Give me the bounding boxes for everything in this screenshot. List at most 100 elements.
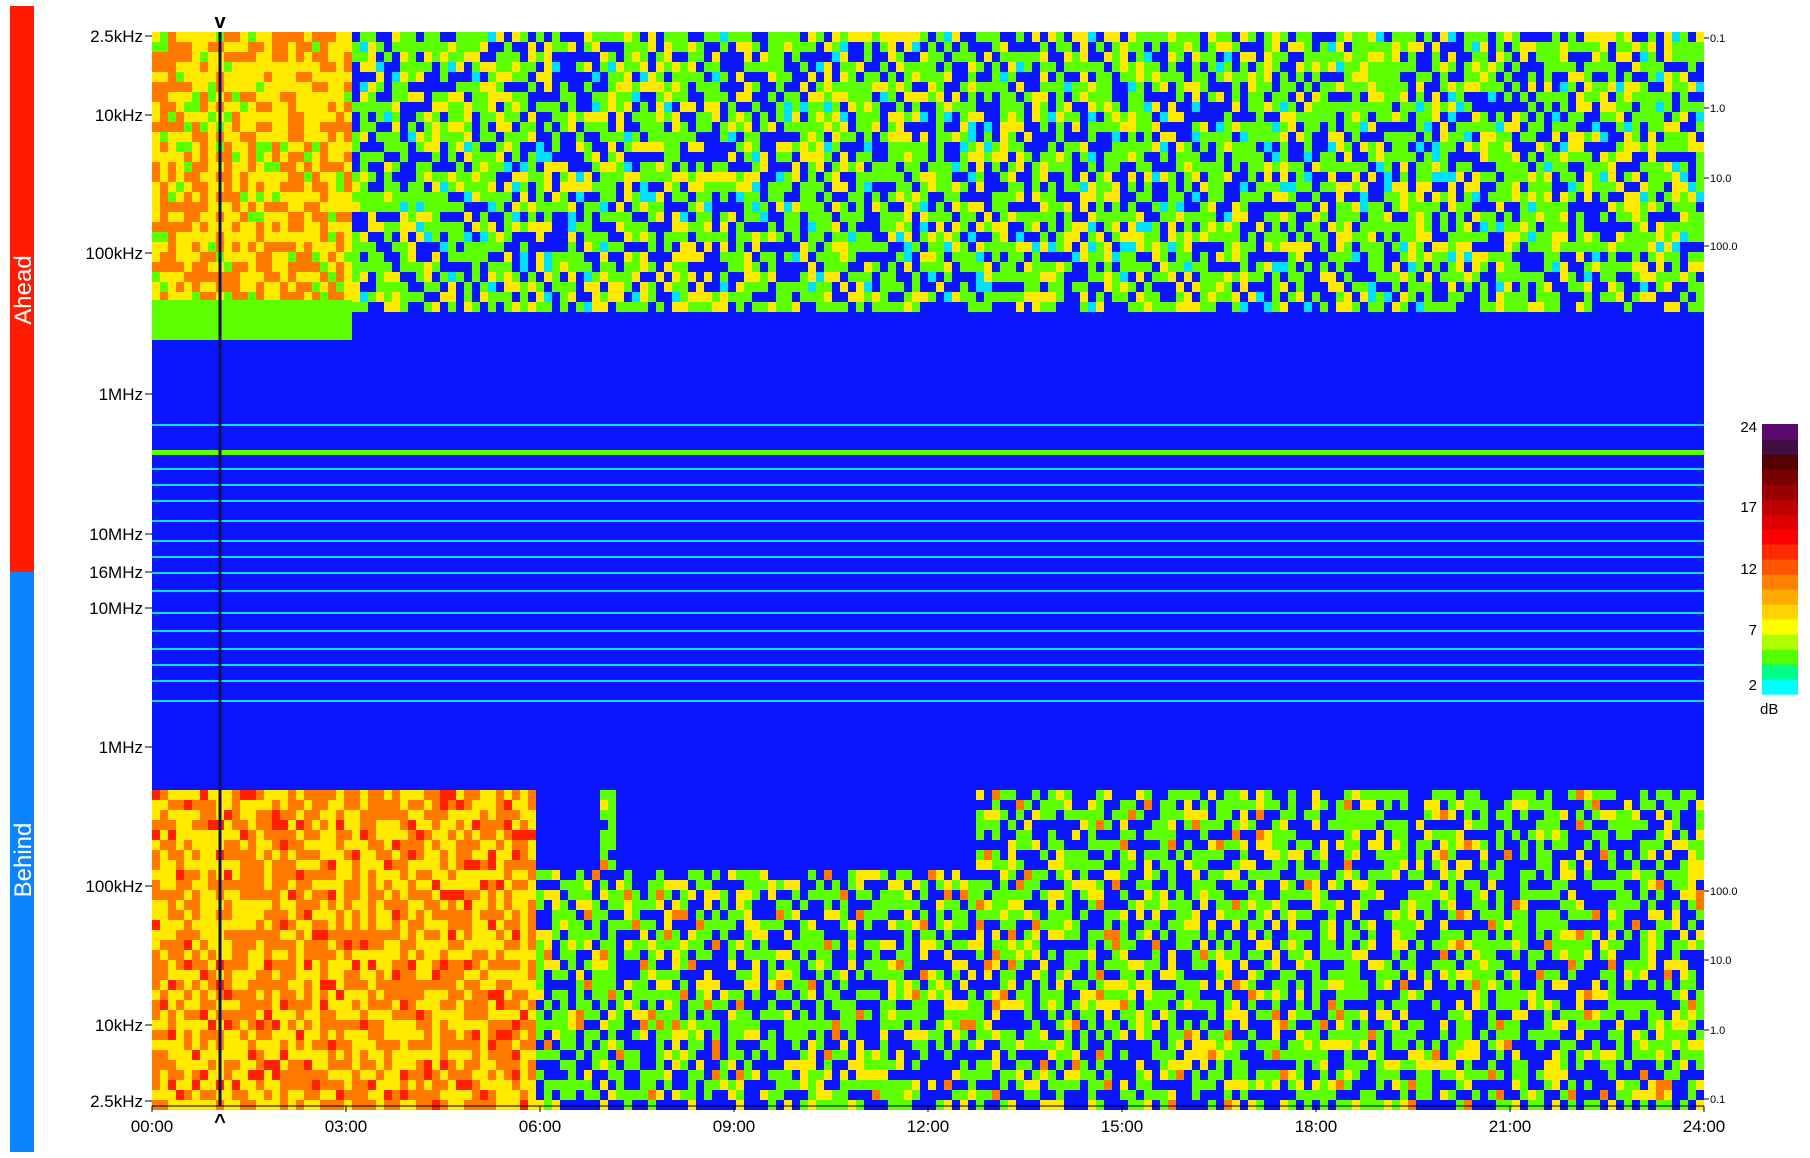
- heatmap-cell: [736, 232, 744, 242]
- heatmap-cell: [800, 132, 808, 142]
- heatmap-cell: [488, 42, 496, 52]
- heatmap-cell: [536, 132, 544, 142]
- heatmap-cell: [440, 202, 448, 212]
- heatmap-cell: [568, 142, 576, 152]
- heatmap-cell: [1232, 152, 1240, 162]
- heatmap-cell: [808, 72, 816, 82]
- heatmap-cell: [1152, 42, 1160, 52]
- heatmap-cell: [1360, 302, 1368, 312]
- heatmap-cell: [1520, 132, 1528, 142]
- heatmap-cell: [1496, 142, 1504, 152]
- heatmap-cell: [176, 52, 184, 62]
- heatmap-cell: [1432, 92, 1440, 102]
- heatmap-cell: [576, 52, 584, 62]
- heatmap-cell: [1480, 142, 1488, 152]
- heatmap-cell: [416, 302, 424, 312]
- heatmap-cell: [208, 272, 216, 282]
- heatmap-cell: [1496, 302, 1504, 312]
- heatmap-cell: [1016, 182, 1024, 192]
- heatmap-cell: [472, 132, 480, 142]
- heatmap-cell: [1264, 262, 1272, 272]
- heatmap-cell: [952, 122, 960, 132]
- heatmap-cell: [1512, 212, 1520, 222]
- heatmap-cell: [632, 32, 640, 42]
- heatmap-cell: [800, 212, 808, 222]
- heatmap-cell: [728, 82, 736, 92]
- heatmap-cell: [272, 172, 280, 182]
- heatmap-cell: [784, 152, 792, 162]
- heatmap-cell: [592, 202, 600, 212]
- heatmap-cell: [712, 302, 720, 312]
- spectrogram-plot: [152, 32, 1704, 1110]
- heatmap-cell: [280, 222, 288, 232]
- heatmap-cell: [176, 212, 184, 222]
- heatmap-cell: [1296, 132, 1304, 142]
- heatmap-cell: [208, 242, 216, 252]
- heatmap-cell: [1384, 142, 1392, 152]
- heatmap-cell: [320, 82, 328, 92]
- heatmap-cell: [960, 72, 968, 82]
- heatmap-cell: [384, 212, 392, 222]
- heatmap-cell: [568, 192, 576, 202]
- heatmap-cell: [1216, 172, 1224, 182]
- heatmap-cell: [608, 112, 616, 122]
- heatmap-cell: [624, 272, 632, 282]
- heatmap-cell: [512, 232, 520, 242]
- heatmap-cell: [1488, 262, 1496, 272]
- heatmap-cell: [304, 202, 312, 212]
- heatmap-cell: [1072, 212, 1080, 222]
- heatmap-cell: [1456, 202, 1464, 212]
- heatmap-cell: [1408, 212, 1416, 222]
- heatmap-cell: [656, 232, 664, 242]
- heatmap-cell: [312, 62, 320, 72]
- heatmap-cell: [1224, 42, 1232, 52]
- heatmap-cell: [632, 302, 640, 312]
- heatmap-cell: [1128, 32, 1136, 42]
- heatmap-cell: [200, 162, 208, 172]
- heatmap-cell: [1272, 202, 1280, 212]
- heatmap-cell: [1456, 282, 1464, 292]
- heatmap-cell: [384, 92, 392, 102]
- heatmap-cell: [352, 122, 360, 132]
- heatmap-cell: [320, 142, 328, 152]
- heatmap-cell: [560, 292, 568, 302]
- heatmap-cell: [680, 172, 688, 182]
- heatmap-cell: [920, 282, 928, 292]
- heatmap-cell: [696, 202, 704, 212]
- heatmap-cell: [968, 32, 976, 42]
- heatmap-cell: [1544, 292, 1552, 302]
- heatmap-cell: [1072, 122, 1080, 132]
- heatmap-cell: [752, 82, 760, 92]
- heatmap-cell: [168, 272, 176, 282]
- heatmap-cell: [816, 182, 824, 192]
- heatmap-cell: [288, 132, 296, 142]
- heatmap-cell: [600, 32, 608, 42]
- heatmap-cell: [1400, 182, 1408, 192]
- heatmap-cell: [1160, 172, 1168, 182]
- heatmap-cell: [1368, 192, 1376, 202]
- heatmap-cell: [1144, 302, 1152, 312]
- heatmap-cell: [784, 242, 792, 252]
- heatmap-cell: [1568, 282, 1576, 292]
- heatmap-cell: [1128, 142, 1136, 152]
- heatmap-cell: [1096, 172, 1104, 182]
- heatmap-cell: [1448, 32, 1456, 42]
- heatmap-cell: [232, 132, 240, 142]
- heatmap-cell: [968, 122, 976, 132]
- heatmap-cell: [624, 162, 632, 172]
- heatmap-cell: [800, 252, 808, 262]
- heatmap-cell: [432, 82, 440, 92]
- heatmap-cell: [816, 32, 824, 42]
- heatmap-cell: [888, 72, 896, 82]
- heatmap-cell: [208, 92, 216, 102]
- heatmap-cell: [824, 82, 832, 92]
- heatmap-cell: [1192, 262, 1200, 272]
- heatmap-cell: [1016, 202, 1024, 212]
- heatmap-cell: [1016, 32, 1024, 42]
- heatmap-cell: [560, 32, 568, 42]
- heatmap-cell: [1416, 202, 1424, 212]
- heatmap-cell: [480, 112, 488, 122]
- heatmap-cell: [800, 52, 808, 62]
- heatmap-cell: [1520, 222, 1528, 232]
- heatmap-cell: [768, 162, 776, 172]
